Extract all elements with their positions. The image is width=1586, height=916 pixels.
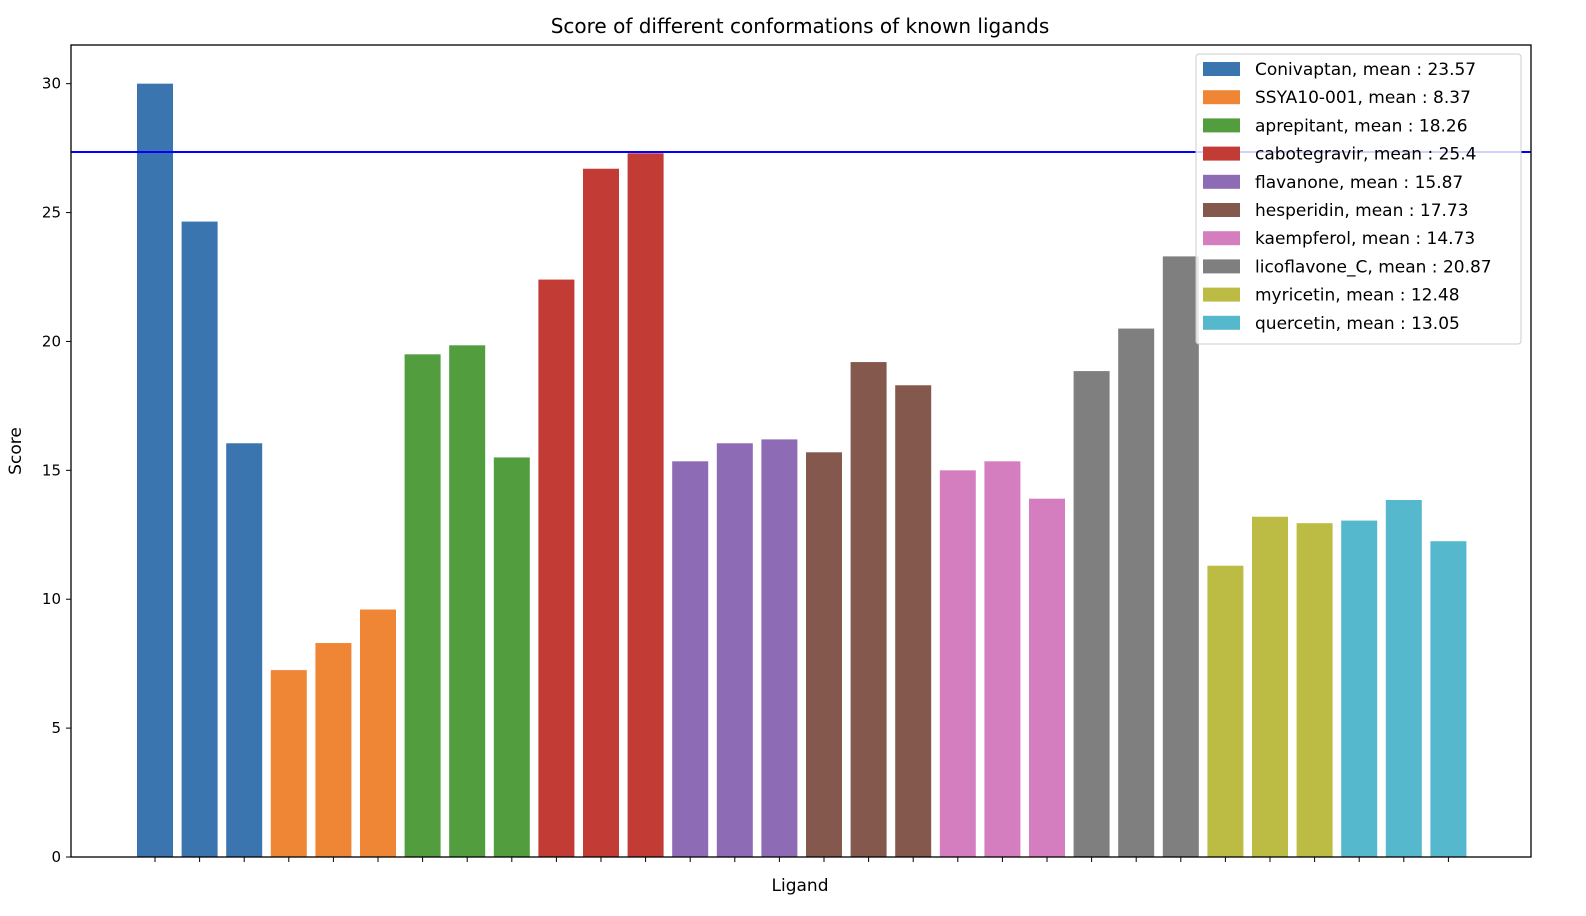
plot-frame: [70, 44, 1532, 858]
bar-7-2: [984, 461, 1021, 857]
legend-label-2: SSYA10-001, mean : 8.37: [1255, 88, 1471, 108]
legend-label-8: licoflavone_C, mean : 20.87: [1255, 257, 1492, 277]
legend: Conivaptan, mean : 23.57 SSYA10-001, mean…: [1195, 53, 1522, 345]
bar-9-2: [1252, 516, 1288, 857]
bar-9-1: [1207, 565, 1244, 857]
bar-7-3: [1029, 498, 1065, 857]
y-tick-label: 20: [42, 332, 61, 350]
legend-swatch-9: [1203, 287, 1240, 302]
bar-5-2: [716, 443, 753, 857]
y-tick-label: 25: [42, 204, 61, 222]
bar-5-3: [761, 439, 798, 857]
bar-2-3: [360, 609, 396, 857]
bar-2-2: [315, 643, 352, 857]
legend-label-6: hesperidin, mean : 17.73: [1255, 201, 1469, 221]
y-tick-label: 30: [42, 75, 61, 93]
bar-6-2: [850, 362, 887, 857]
legend-swatch-2: [1203, 90, 1240, 105]
legend-label-10: quercetin, mean : 13.05: [1255, 314, 1460, 334]
legend-swatch-6: [1203, 203, 1240, 217]
bar-4-3: [627, 153, 664, 857]
legend-label-1: Conivaptan, mean : 23.57: [1255, 60, 1476, 80]
bar-10-1: [1341, 520, 1378, 857]
x-axis: [154, 857, 1449, 862]
bar-3-3: [493, 457, 530, 857]
legend-swatch-10: [1203, 315, 1240, 330]
legend-label-5: flavanone, mean : 15.87: [1255, 173, 1463, 193]
y-tick-label: 10: [42, 590, 61, 608]
bar-5-1: [672, 461, 709, 857]
legend-label-3: aprepitant, mean : 18.26: [1255, 116, 1468, 136]
y-axis: 0 5 10 15 20 25 30: [42, 75, 71, 866]
bar-9-3: [1296, 523, 1333, 857]
bar-2-1: [270, 670, 307, 857]
bars-layer: [137, 83, 1467, 858]
legend-swatch-1: [1203, 62, 1240, 76]
bar-1-3: [226, 443, 263, 857]
bar-6-3: [895, 385, 932, 857]
bar-1-2: [181, 221, 218, 857]
legend-swatch-4: [1203, 146, 1240, 161]
bar-10-2: [1385, 499, 1422, 857]
bar-1-1: [137, 83, 173, 858]
bar-8-2: [1118, 328, 1155, 857]
legend-swatch-3: [1203, 118, 1240, 133]
legend-swatch-7: [1203, 231, 1240, 246]
bar-4-1: [538, 279, 575, 858]
y-tick-label: 0: [51, 848, 61, 866]
legend-label-7: kaempferol, mean : 14.73: [1255, 229, 1475, 249]
bar-10-3: [1430, 541, 1467, 857]
y-tick-label: 5: [51, 719, 61, 737]
chart-title: Score of different conformations of know…: [551, 14, 1050, 38]
bar-8-3: [1162, 256, 1199, 857]
bar-7-1: [939, 470, 976, 857]
bar-4-2: [583, 168, 619, 858]
legend-label-4: cabotegravir, mean : 25.4: [1255, 145, 1476, 165]
bar-8-1: [1073, 371, 1110, 857]
legend-swatch-5: [1203, 174, 1240, 189]
x-axis-label: Ligand: [772, 876, 829, 896]
bar-3-1: [404, 354, 441, 857]
y-axis-label: Score: [6, 427, 26, 475]
y-tick-label: 15: [42, 461, 61, 479]
bar-6-1: [806, 452, 842, 857]
bar-3-2: [449, 345, 486, 857]
legend-swatch-8: [1203, 259, 1240, 274]
legend-box: [1195, 53, 1522, 345]
legend-label-9: myricetin, mean : 12.48: [1255, 286, 1460, 306]
